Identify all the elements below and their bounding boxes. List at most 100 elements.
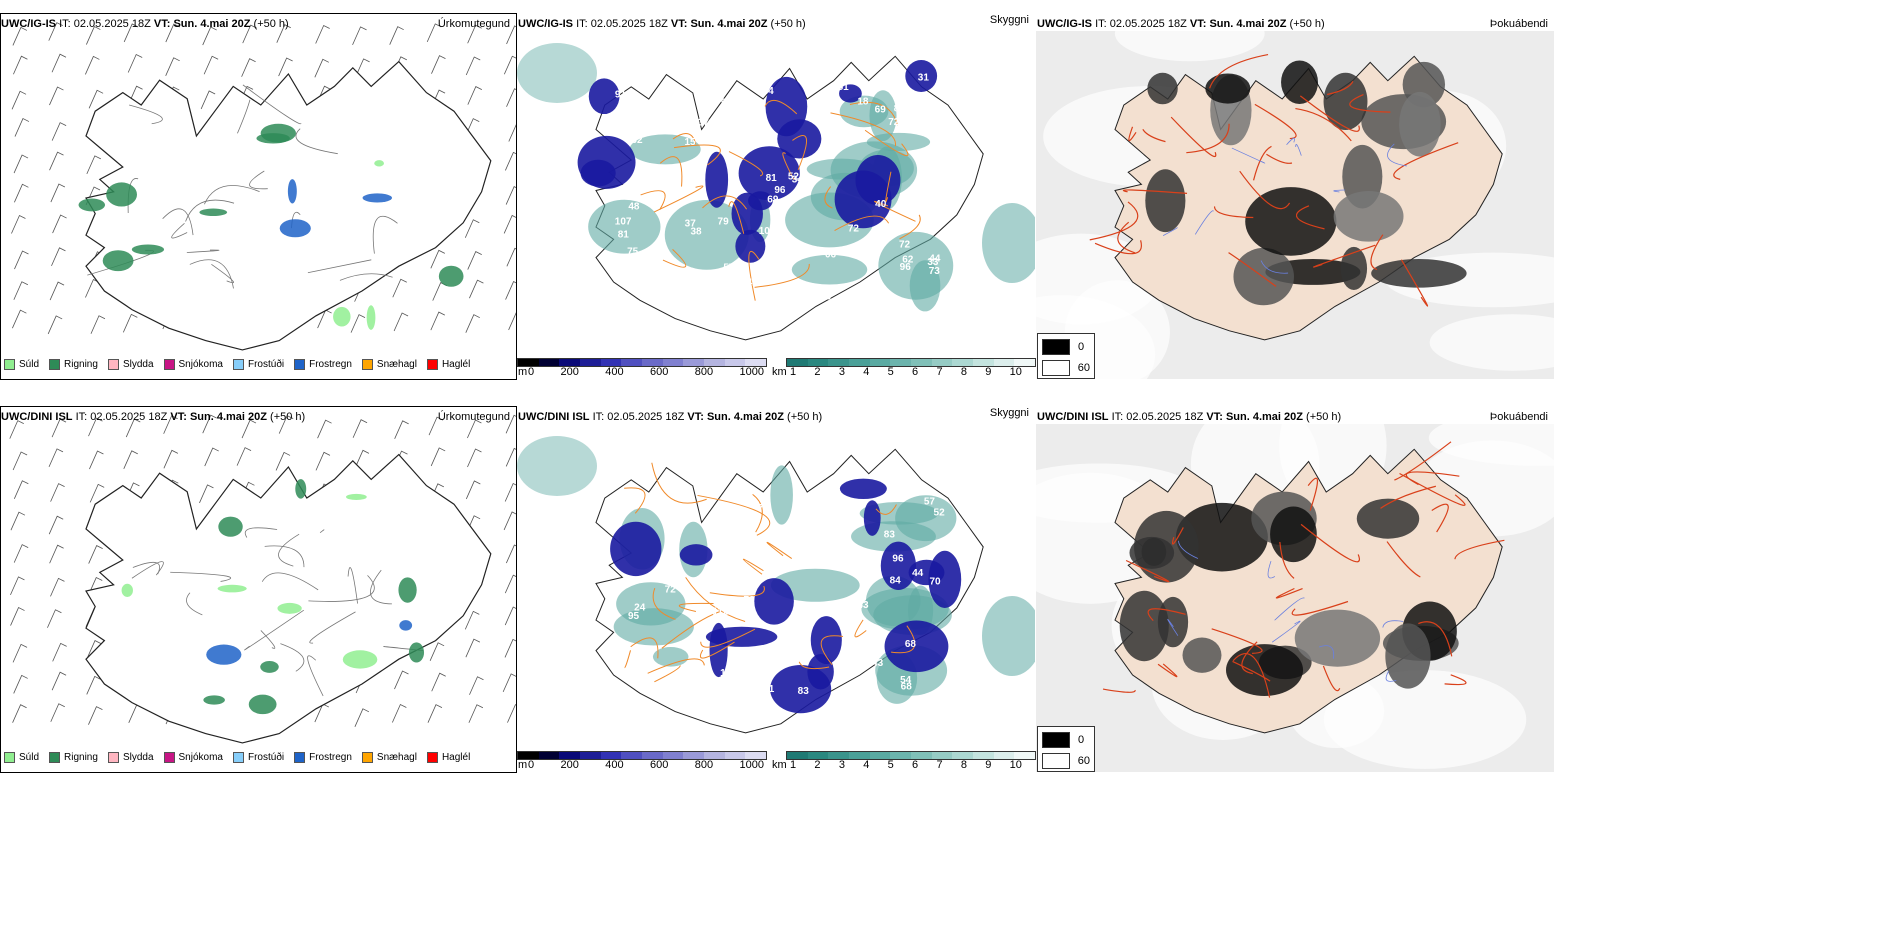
road-line bbox=[651, 462, 707, 504]
iceland-coastline bbox=[85, 453, 492, 744]
wind-barb bbox=[352, 419, 368, 438]
ceiling-value: 48 bbox=[628, 201, 640, 212]
scale-cell bbox=[849, 752, 870, 759]
ceiling-value: 18 bbox=[646, 104, 658, 115]
road-line bbox=[1171, 527, 1184, 545]
scale-m-unit-row2: m bbox=[518, 759, 528, 771]
ceiling-value: 66 bbox=[626, 75, 638, 86]
low-cloud-area bbox=[770, 568, 860, 602]
scale-cell bbox=[911, 359, 932, 366]
wind-barb bbox=[508, 124, 516, 142]
road-line bbox=[1291, 600, 1349, 616]
legend-label: Snæhagl bbox=[376, 752, 417, 763]
ceiling-value: 101 bbox=[759, 226, 776, 237]
river-line bbox=[1167, 618, 1179, 636]
legend-item: Frostregn bbox=[294, 752, 352, 763]
scale-km-ticks-row2: 1 2 3 4 5 6 7 8 9 10 bbox=[790, 759, 1022, 771]
wind-barb bbox=[49, 86, 64, 106]
ceiling-value: 83 bbox=[740, 115, 752, 126]
fog-legend-row1: 0 60 bbox=[1037, 333, 1095, 379]
road-line bbox=[1102, 688, 1136, 693]
road-line bbox=[339, 273, 393, 281]
wind-barb bbox=[50, 703, 65, 722]
scale-cell bbox=[973, 359, 994, 366]
ceiling-value: 107 bbox=[709, 565, 726, 576]
ceiling-value: 51 bbox=[703, 269, 715, 280]
wind-barb bbox=[47, 609, 62, 628]
road-line bbox=[295, 128, 338, 155]
wind-barb bbox=[465, 314, 480, 333]
fog-legend-swatch bbox=[1042, 753, 1070, 769]
fog-panel-row1: UWC/IG-IS IT: 02.05.2025 18Z VT: Sun. 4.… bbox=[1036, 13, 1554, 379]
precip-patch bbox=[203, 695, 225, 705]
road-line bbox=[1399, 472, 1466, 506]
ceiling-area bbox=[884, 620, 949, 673]
road-line bbox=[1299, 95, 1360, 132]
wind-barb bbox=[13, 281, 29, 300]
ceiling-value: 44 bbox=[929, 253, 941, 264]
ceiling-area bbox=[588, 78, 620, 115]
scale-cell bbox=[662, 359, 684, 366]
fog-indicator-area bbox=[1385, 623, 1431, 689]
river-line bbox=[1267, 560, 1276, 579]
wind-barb bbox=[276, 24, 291, 43]
road-line bbox=[264, 545, 305, 568]
ceiling-value: 84 bbox=[730, 681, 742, 692]
scale-cell bbox=[1014, 359, 1036, 366]
scale-tick-label: 6 bbox=[912, 759, 919, 771]
scale-km-unit-row1: km bbox=[772, 366, 787, 378]
road-line bbox=[132, 561, 160, 575]
ceiling-value: 06 bbox=[825, 249, 837, 260]
road-line bbox=[1295, 205, 1325, 230]
fog-indicator-area bbox=[1270, 506, 1317, 563]
wind-barb bbox=[13, 544, 29, 563]
scale-tick-label: 8 bbox=[960, 759, 967, 771]
fog-indicator-area bbox=[1245, 187, 1337, 256]
header-row2-cloud: UWC/DINI ISL IT: 02.05.2025 18Z VT: Sun.… bbox=[518, 411, 823, 423]
road-line bbox=[1209, 53, 1269, 89]
scale-tick-label: 4 bbox=[863, 759, 870, 771]
ceiling-value: 42 bbox=[747, 277, 759, 288]
scale-cell bbox=[642, 752, 663, 759]
road-line bbox=[211, 264, 235, 284]
road-line bbox=[249, 170, 268, 190]
wind-barb bbox=[503, 55, 516, 75]
wind-barb bbox=[464, 219, 480, 238]
scale-cell bbox=[559, 359, 581, 366]
road-line bbox=[659, 156, 683, 187]
ceiling-area bbox=[855, 155, 901, 206]
wind-barb bbox=[352, 26, 367, 46]
scale-cell bbox=[621, 359, 643, 366]
fog-indicator-area bbox=[1175, 502, 1268, 572]
wind-barb bbox=[163, 449, 179, 469]
legend-item: Snjókoma bbox=[163, 752, 223, 763]
wind-barb bbox=[47, 315, 63, 335]
scale-tick-label: 6 bbox=[912, 366, 919, 378]
ceiling-value: 44 bbox=[912, 568, 924, 579]
scale-tick-label: 10 bbox=[1009, 366, 1022, 378]
scale-tick-label: 1 bbox=[790, 759, 797, 771]
road-line bbox=[1213, 206, 1254, 219]
precip-patch bbox=[277, 602, 302, 614]
fog-map-row1 bbox=[1036, 13, 1554, 379]
legend-label: Snæhagl bbox=[376, 359, 417, 370]
wind-barb bbox=[86, 26, 101, 45]
scale-cell bbox=[662, 752, 684, 759]
scale-tick-label: 0 bbox=[528, 759, 535, 771]
precip-panel-row1: UWC/IG-IS IT: 02.05.2025 18Z VT: Sun. 4.… bbox=[0, 13, 516, 379]
ceiling-area bbox=[610, 521, 662, 577]
panel-title-precip: Úrkomutegund bbox=[437, 18, 510, 30]
wind-barb bbox=[426, 23, 442, 43]
cloud-panel-row1: 44 44 45 97 72 79 72 81 63 83 34 31 47 72 81 18 15 37 40 66… bbox=[517, 13, 1035, 379]
road-line bbox=[1386, 541, 1421, 578]
wind-barb bbox=[464, 610, 480, 630]
legend-label: Slydda bbox=[122, 359, 154, 370]
panel-title-precip-2: Úrkomutegund bbox=[437, 411, 510, 423]
ceiling-value: 69 bbox=[875, 105, 887, 116]
ceiling-value: 96 bbox=[900, 262, 912, 273]
road-line bbox=[764, 99, 798, 115]
precip-patch bbox=[218, 516, 243, 537]
wind-barb bbox=[505, 414, 516, 434]
wind-barb bbox=[86, 155, 102, 175]
wind-barb bbox=[88, 89, 104, 109]
